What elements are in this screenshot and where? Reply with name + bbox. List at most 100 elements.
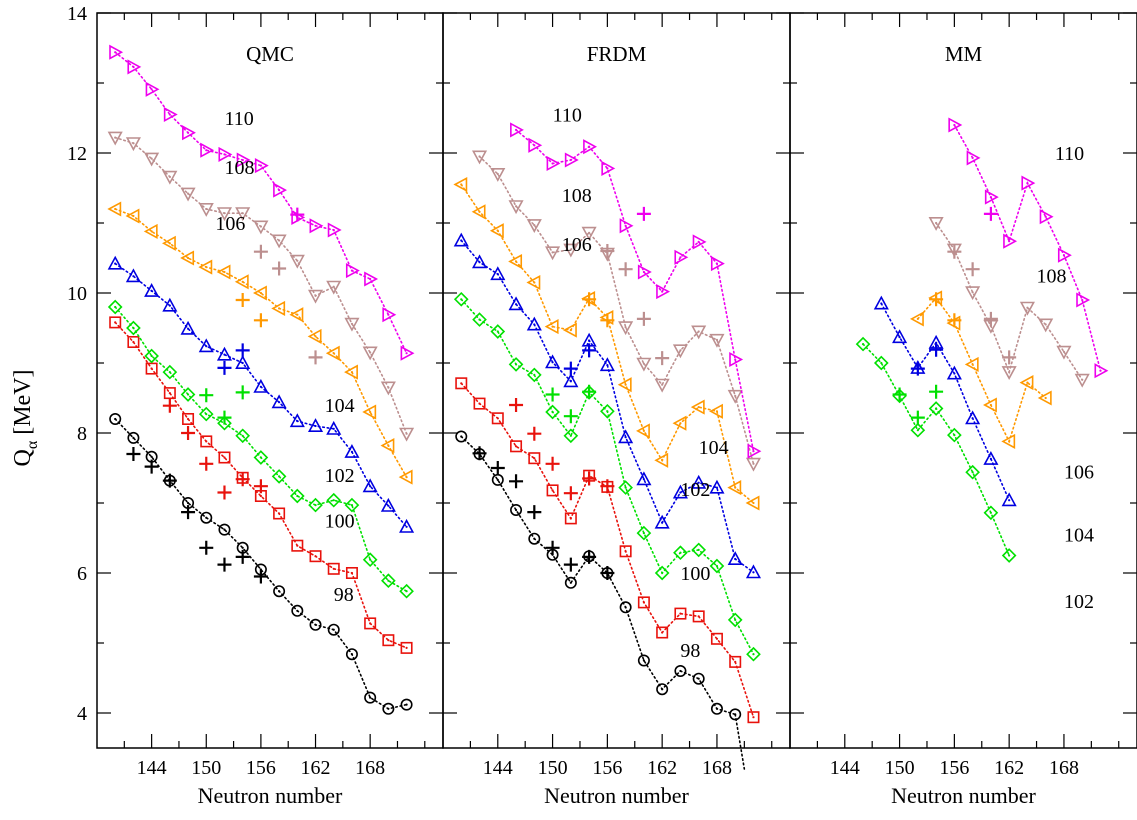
- data-point-dot: [405, 590, 408, 593]
- experiment-point: [490, 461, 505, 475]
- data-point: [490, 168, 506, 182]
- experiment-point: [929, 342, 944, 357]
- experiment-point: [600, 566, 615, 580]
- data-point-dot: [715, 410, 719, 413]
- data-point: [125, 208, 140, 224]
- data-point-dot: [880, 361, 883, 365]
- experiment-point: [1002, 350, 1017, 365]
- data-point: [656, 284, 671, 300]
- data-point-dot: [861, 343, 865, 346]
- data-point-dot: [387, 579, 390, 582]
- data-point: [545, 354, 561, 369]
- data-point: [145, 362, 158, 375]
- data-point-dot: [114, 207, 117, 211]
- series-z106: [909, 290, 1052, 449]
- data-point: [510, 440, 523, 453]
- data-point: [364, 617, 377, 630]
- data-point-dot: [350, 269, 354, 272]
- experiment-z100: [162, 398, 268, 500]
- data-point-dot: [624, 224, 627, 227]
- data-point-dot: [496, 273, 499, 276]
- data-point: [1001, 492, 1017, 507]
- data-point-dot: [661, 571, 664, 575]
- data-point: [289, 307, 304, 323]
- data-point: [107, 299, 123, 315]
- data-point: [400, 345, 415, 361]
- data-point-dot: [241, 280, 244, 283]
- x-tick-label: 144: [830, 757, 860, 779]
- data-point-dot: [1044, 215, 1047, 218]
- y-tick-label: 6: [77, 563, 87, 585]
- data-point: [362, 552, 378, 568]
- experiment-point: [509, 398, 524, 412]
- data-point-dot: [989, 457, 992, 460]
- data-point-dot: [350, 322, 354, 325]
- data-point-dot: [314, 504, 317, 507]
- series-label: 108: [562, 185, 592, 207]
- data-point: [729, 351, 744, 368]
- data-point: [455, 430, 468, 443]
- data-point: [107, 255, 123, 270]
- data-point: [526, 367, 542, 383]
- series-label: 104: [699, 437, 729, 459]
- x-axis-label: Neutron number: [544, 783, 689, 808]
- experiment-z102: [199, 385, 250, 425]
- data-point-dot: [734, 358, 737, 361]
- data-point-dot: [715, 707, 719, 710]
- data-point-dot: [715, 262, 719, 265]
- y-tick-label: 12: [67, 143, 87, 165]
- data-point-dot: [642, 659, 645, 662]
- data-point-dot: [953, 123, 956, 127]
- data-point: [873, 355, 889, 371]
- data-point-dot: [624, 326, 627, 329]
- experiment-point: [217, 557, 232, 572]
- data-point-dot: [296, 259, 299, 262]
- data-point-dot: [223, 353, 226, 356]
- data-point-dot: [642, 429, 645, 432]
- data-point-dot: [661, 631, 664, 634]
- panel-frdm: 144 150 156 162 168 FRDM Neutron number 110 108 1…: [442, 12, 791, 808]
- data-point: [747, 711, 760, 724]
- data-point-dot: [734, 618, 737, 622]
- panel-title: QMC: [246, 42, 294, 66]
- data-point: [327, 623, 340, 636]
- data-point: [471, 150, 488, 165]
- data-point: [380, 381, 396, 396]
- data-point-dot: [387, 707, 390, 710]
- series-z104: [453, 232, 762, 579]
- data-point: [325, 345, 340, 361]
- data-point: [692, 672, 705, 685]
- data-point: [672, 344, 688, 359]
- data-point: [564, 576, 577, 589]
- data-point: [710, 702, 723, 715]
- data-point-dot: [624, 486, 627, 489]
- data-point-dot: [387, 444, 390, 447]
- data-point: [253, 220, 269, 235]
- data-point-dot: [132, 326, 135, 330]
- data-point-dot: [241, 158, 244, 162]
- experiment-z104: [910, 342, 944, 376]
- data-point: [289, 254, 305, 269]
- data-point: [362, 404, 377, 420]
- data-point-dot: [514, 303, 518, 306]
- data-point-dot: [296, 544, 299, 547]
- data-point: [656, 626, 669, 639]
- experiment-point: [253, 313, 268, 328]
- data-point-dot: [679, 422, 682, 425]
- data-point-dot: [642, 270, 645, 274]
- data-point: [690, 399, 705, 415]
- series-line: [114, 306, 408, 593]
- data-point-dot: [697, 615, 700, 618]
- data-point: [910, 422, 926, 438]
- data-point-dot: [734, 486, 737, 489]
- data-point: [453, 291, 469, 307]
- data-point-dot: [624, 383, 627, 386]
- experiment-z98: [472, 446, 615, 580]
- data-point: [400, 641, 413, 654]
- data-point-dot: [168, 304, 171, 307]
- data-point: [472, 312, 487, 327]
- data-point: [490, 324, 506, 339]
- data-point-dot: [642, 478, 645, 481]
- data-point: [345, 648, 358, 661]
- series-label: 110: [553, 105, 582, 127]
